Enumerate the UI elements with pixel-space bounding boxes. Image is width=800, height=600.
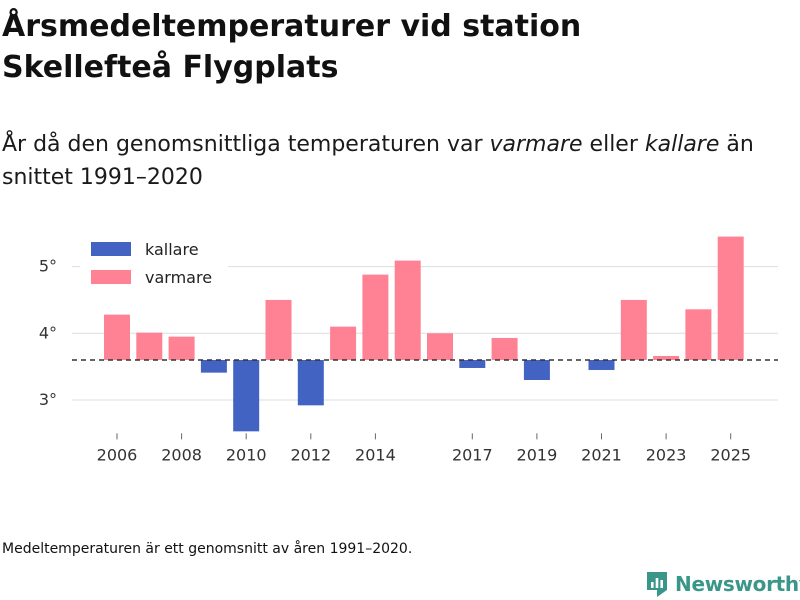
x-tick-label: 2012 [290,445,331,464]
bar-2014 [362,274,389,360]
x-tick-label: 2014 [355,445,396,464]
x-tick-label: 2021 [581,445,622,464]
footnote: Medeltemperaturen är ett genomsnitt av å… [2,541,413,557]
bar-2013 [330,326,357,360]
subtitle-colder-word: kallare [644,132,720,157]
legend-label-kallare: kallare [145,240,199,259]
subtitle-text-3: än snittet 1991–2020 [2,132,754,190]
newsworthy-logo-text: Newsworthy [675,572,800,596]
subtitle-text-2: eller [582,132,645,157]
bar-2011 [265,299,292,360]
bar-2008 [168,336,195,360]
x-tick-label: 2017 [452,445,493,464]
x-tick-label: 2019 [517,445,558,464]
bar-2012 [297,359,324,406]
bar-2016 [427,333,453,360]
chart-title: Årsmedeltemperaturer vid station Skellef… [2,9,582,85]
temperature-bar-chart: 3°4°5°6°20062008201020122014201720192021… [39,236,778,464]
bar-2025 [717,236,744,360]
x-tick-label: 2008 [161,445,202,464]
newsworthy-logo-icon [647,572,667,597]
bar-2023 [653,355,680,360]
legend-swatch-varmare [91,270,131,284]
legend-swatch-kallare [91,242,131,256]
newsworthy-logo[interactable]: Newsworthy [645,569,800,599]
bar-2017 [459,359,486,368]
x-tick-label: 2023 [646,445,687,464]
bar-2007 [136,332,163,360]
y-tick-label: 4° [39,323,57,342]
bar-2019 [523,359,550,380]
bar-2010 [233,359,260,432]
bar-2015 [394,260,421,360]
legend-label-varmare: varmare [145,268,212,287]
x-tick-label: 2010 [226,445,267,464]
y-tick-label: 3° [39,390,57,409]
bar-2018 [491,337,518,360]
chart-subtitle: År då den genomsnittliga temperaturen va… [2,128,792,194]
bar-2024 [685,309,712,360]
bar-2022 [620,299,647,360]
subtitle-warmer-word: varmare [489,132,583,157]
bar-2009 [200,359,227,373]
x-tick-label: 2025 [710,445,751,464]
subtitle-text-1: År då den genomsnittliga temperaturen va… [2,132,490,157]
x-tick-label: 2006 [97,445,138,464]
bar-2006 [104,314,130,360]
bar-2021 [588,359,615,370]
y-tick-label: 5° [39,257,57,276]
